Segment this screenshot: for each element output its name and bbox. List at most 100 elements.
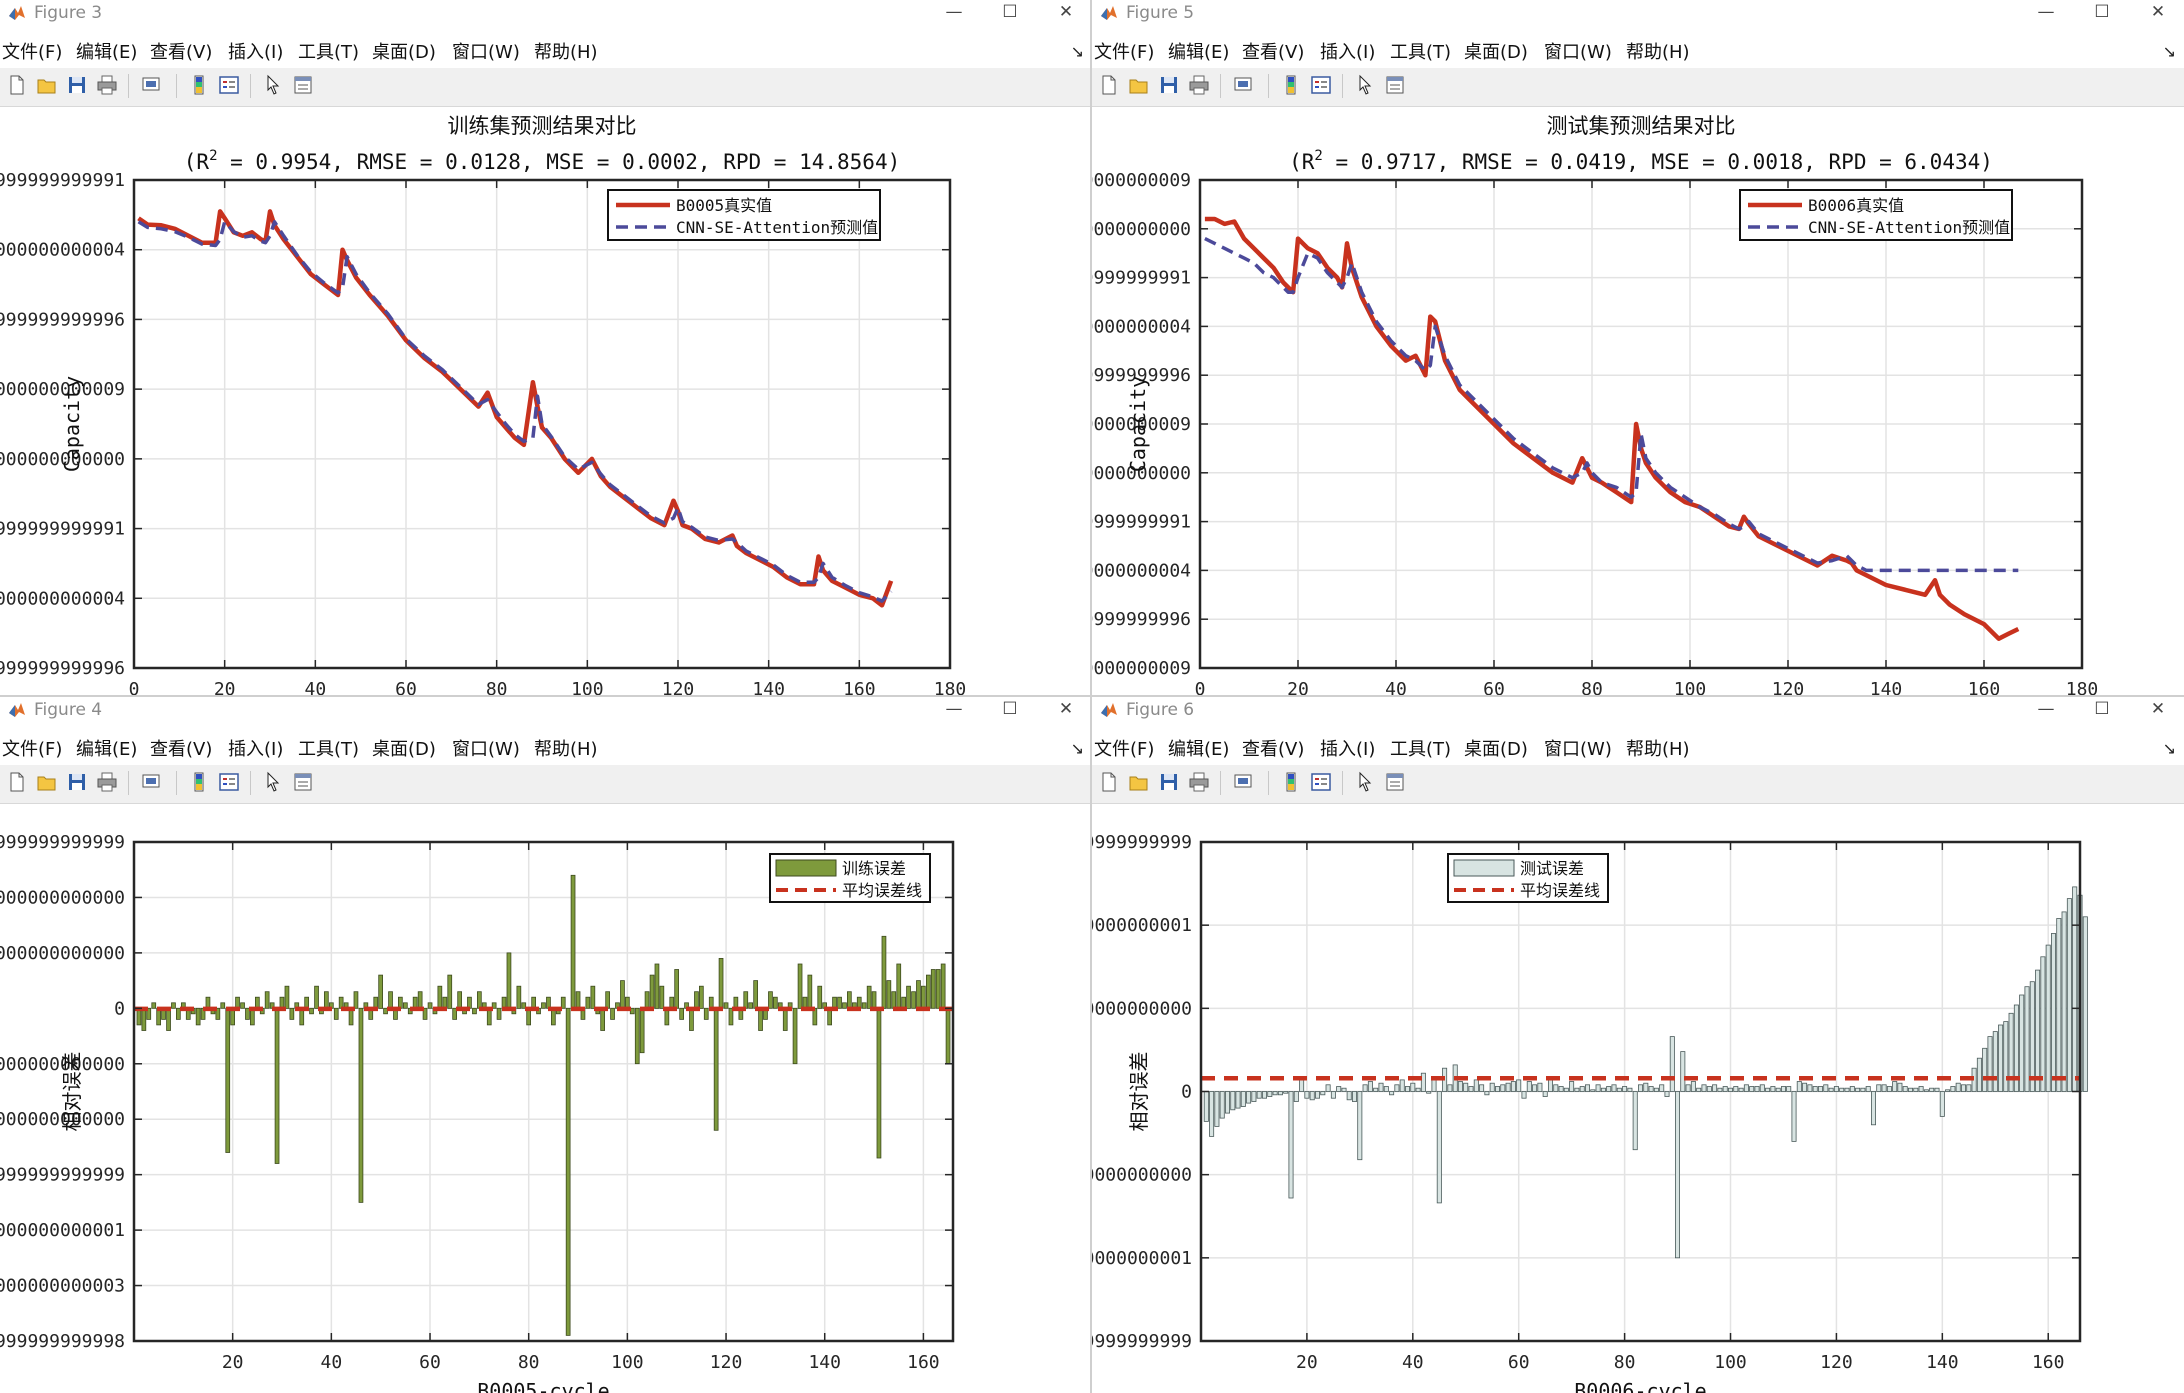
error-bar — [2035, 969, 2041, 1092]
minimize-button[interactable]: — — [945, 2, 963, 22]
menu-window[interactable]: 窗口(W) — [452, 739, 520, 760]
error-bar — [314, 985, 319, 1009]
menu-file[interactable]: 文件(F) — [2, 739, 63, 760]
error-bar — [1918, 1086, 1924, 1092]
error-bar — [1812, 1086, 1818, 1092]
maximize-button[interactable]: ☐ — [2094, 2, 2110, 22]
menu-desktop[interactable]: 桌面(D) — [372, 739, 436, 760]
error-bar — [516, 985, 522, 1009]
y-tick-label: −0.14999999999999999 — [1092, 1331, 1192, 1352]
error-bar — [1929, 1087, 1935, 1092]
legend-label: B0006真实值 — [1808, 196, 1904, 215]
error-bar — [1865, 1086, 1871, 1092]
error-bar — [541, 1002, 546, 1009]
title-bar[interactable]: Figure 3 — ☐ ✕ — [0, 0, 1092, 26]
y-tick-label: 1.80000000000000004 — [0, 240, 125, 261]
x-tick-label: 80 — [1614, 1352, 1636, 1373]
menu-insert[interactable]: 插入(I) — [228, 42, 284, 63]
menu-edit[interactable]: 编辑(E) — [1168, 42, 1230, 63]
title-bar[interactable]: Figure 5 — ☐ ✕ — [1092, 0, 2184, 26]
error-bar — [600, 1007, 606, 1031]
menu-window[interactable]: 窗口(W) — [452, 42, 520, 63]
error-bar — [1955, 1082, 1961, 1092]
dock-arrow-icon[interactable]: ↘ — [1070, 739, 1084, 758]
y-tick-label: 2.10000000000000009 — [1092, 170, 1191, 191]
close-button[interactable]: ✕ — [1058, 699, 1074, 719]
menu-tools[interactable]: 工具(T) — [1390, 42, 1452, 63]
minimize-button[interactable]: — — [2037, 2, 2055, 22]
close-button[interactable]: ✕ — [2150, 699, 2166, 719]
dock-arrow-icon[interactable]: ↘ — [2162, 42, 2176, 61]
menu-view[interactable]: 查看(V) — [1242, 42, 1305, 63]
matlab-logo-icon — [1101, 703, 1117, 717]
x-tick-label: 160 — [907, 1352, 940, 1373]
menu-edit[interactable]: 编辑(E) — [1168, 739, 1230, 760]
menu-file[interactable]: 文件(F) — [1094, 42, 1155, 63]
maximize-button[interactable]: ☐ — [1002, 699, 1018, 719]
menu-window[interactable]: 窗口(W) — [1544, 42, 1612, 63]
close-button[interactable]: ✕ — [2150, 2, 2166, 22]
minimize-button[interactable]: — — [2037, 699, 2055, 719]
menu-help[interactable]: 帮助(H) — [1626, 42, 1690, 63]
error-bar — [886, 980, 892, 1009]
error-bar — [1786, 1086, 1792, 1092]
menu-tools[interactable]: 工具(T) — [1390, 739, 1452, 760]
menu-desktop[interactable]: 桌面(D) — [1464, 739, 1528, 760]
error-bar — [171, 1002, 176, 1009]
error-bar — [1219, 1091, 1225, 1119]
menu-desktop[interactable]: 桌面(D) — [1464, 42, 1528, 63]
menu-tools[interactable]: 工具(T) — [298, 42, 360, 63]
y-tick-label: 1.30000000000000004 — [1092, 560, 1191, 581]
error-bar — [1563, 1087, 1569, 1092]
error-bar — [496, 1007, 502, 1020]
error-bar — [1982, 1047, 1988, 1092]
menu-insert[interactable]: 插入(I) — [1320, 42, 1376, 63]
menu-file[interactable]: 文件(F) — [2, 42, 63, 63]
menu-help[interactable]: 帮助(H) — [1626, 739, 1690, 760]
menu-view[interactable]: 查看(V) — [1242, 739, 1305, 760]
error-bar — [1457, 1081, 1463, 1092]
error-bar — [817, 985, 823, 1009]
bar-chart: 20 40 60 80 100 120 140 160 −0.14999999999999999… — [1092, 832, 2088, 1393]
menu-edit[interactable]: 编辑(E) — [76, 42, 138, 63]
title-bar[interactable]: Figure 4 — ☐ ✕ — [0, 697, 1092, 723]
error-bar — [1288, 1091, 1294, 1199]
error-bar — [1781, 1086, 1787, 1092]
maximize-button[interactable]: ☐ — [1002, 2, 1018, 22]
error-bar — [1675, 1091, 1681, 1259]
y-tick-label: 1.89999999999999991 — [0, 170, 125, 191]
menu-file[interactable]: 文件(F) — [1094, 739, 1155, 760]
menu-insert[interactable]: 插入(I) — [1320, 739, 1376, 760]
error-bar — [708, 996, 714, 1009]
plot-area: 0 20 40 60 80 100 120 140 160 180 1.10000000000000… — [1092, 107, 2184, 696]
subtitle-superscript: 2 — [209, 148, 217, 164]
title-bar[interactable]: Figure 6 — ☐ ✕ — [1092, 697, 2184, 723]
menu-insert[interactable]: 插入(I) — [228, 739, 284, 760]
y-tick-label: 1.80000000000000004 — [1092, 316, 1191, 337]
close-button[interactable]: ✕ — [1058, 2, 1074, 22]
menu-desktop[interactable]: 桌面(D) — [372, 42, 436, 63]
menu-view[interactable]: 查看(V) — [150, 42, 213, 63]
maximize-button[interactable]: ☐ — [2094, 699, 2110, 719]
toolbar-separator — [1268, 771, 1269, 795]
minimize-button[interactable]: — — [945, 699, 963, 719]
menu-tools[interactable]: 工具(T) — [298, 739, 360, 760]
menu-help[interactable]: 帮助(H) — [534, 739, 598, 760]
error-bar — [1235, 1091, 1241, 1109]
y-tick-label: 1.39999999999999991 — [0, 519, 125, 540]
toolbar-separator — [250, 74, 251, 98]
error-bar — [901, 996, 907, 1009]
error-bar — [723, 1002, 729, 1009]
dock-arrow-icon[interactable]: ↘ — [1070, 42, 1084, 61]
menu-view[interactable]: 查看(V) — [150, 739, 213, 760]
menu-window[interactable]: 窗口(W) — [1544, 739, 1612, 760]
legend-label: B0005真实值 — [676, 196, 772, 215]
menu-help[interactable]: 帮助(H) — [534, 42, 598, 63]
menu-edit[interactable]: 编辑(E) — [76, 739, 138, 760]
y-tick-label: 0.05000000000000000 — [1092, 998, 1192, 1019]
dock-arrow-icon[interactable]: ↘ — [2162, 739, 2176, 758]
x-tick-label: 0 — [1195, 679, 1206, 696]
error-bar — [245, 1007, 250, 1020]
error-bar — [2013, 1004, 2019, 1092]
